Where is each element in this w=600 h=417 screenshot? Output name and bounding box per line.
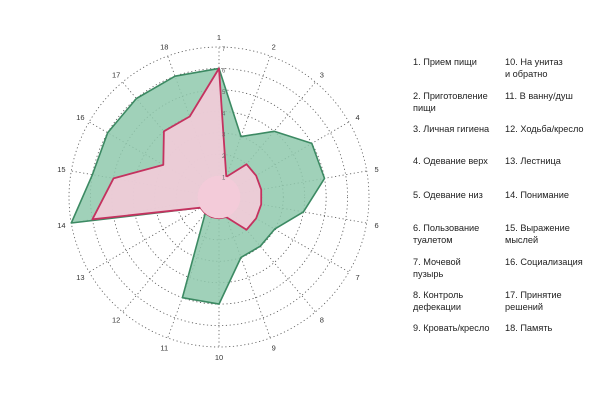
axis-label-9: 9 <box>272 343 276 352</box>
ring-label-1: 1 <box>222 176 226 182</box>
axis-label-13: 13 <box>76 273 84 282</box>
axis-label-7: 7 <box>356 273 360 282</box>
axis-label-5: 5 <box>375 165 379 174</box>
axis-label-4: 4 <box>356 113 360 122</box>
ring-label-6: 6 <box>222 68 226 74</box>
axis-label-8: 8 <box>320 316 324 325</box>
axis-label-12: 12 <box>112 316 120 325</box>
axis-label-16: 16 <box>76 113 84 122</box>
ring-label-4: 4 <box>222 111 226 117</box>
axis-label-18: 18 <box>160 43 168 52</box>
axis-label-17: 17 <box>112 70 120 79</box>
axis-label-1: 1 <box>217 33 221 42</box>
grid-ring-7 <box>68 46 370 348</box>
axis-label-10: 10 <box>215 353 223 362</box>
axis-label-14: 14 <box>57 221 65 230</box>
axis-label-3: 3 <box>320 70 324 79</box>
axis-label-2: 2 <box>272 43 276 52</box>
ring-label-2: 2 <box>222 154 226 160</box>
center-disc <box>197 175 241 219</box>
axis-label-11: 11 <box>160 343 168 352</box>
axis-label-15: 15 <box>57 165 65 174</box>
axis-label-6: 6 <box>375 221 379 230</box>
ring-label-3: 3 <box>222 133 226 139</box>
ring-label-5: 5 <box>222 90 226 96</box>
ring-label-7: 7 <box>222 47 226 53</box>
